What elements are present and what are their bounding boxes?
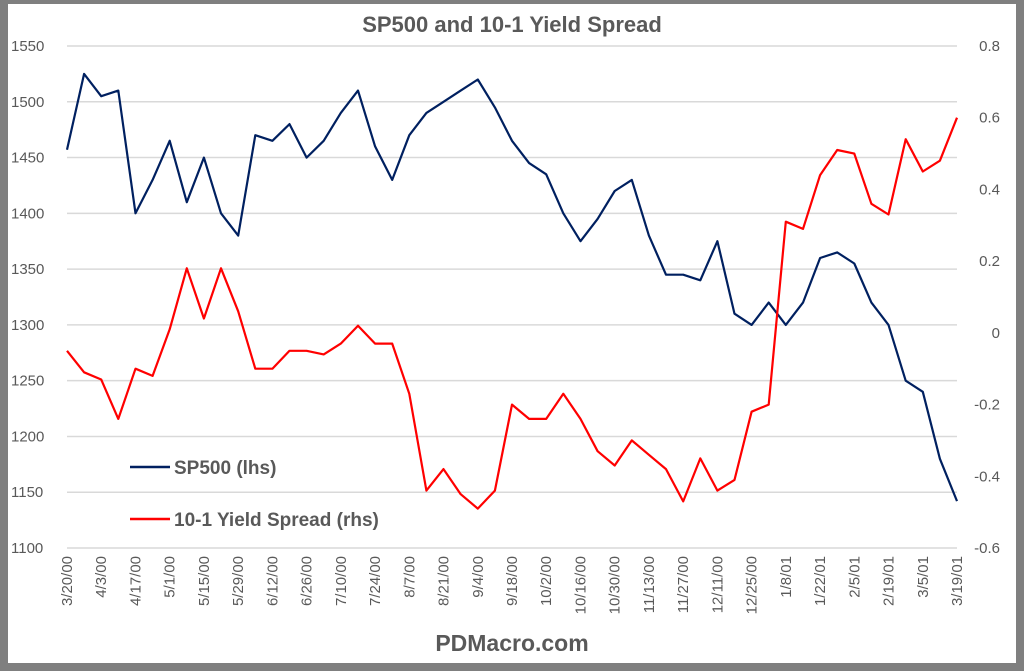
x-tick-label: 11/13/00 <box>641 556 658 613</box>
y-left-tick-label: 1550 <box>11 38 44 55</box>
legend-label-yield-spread: 10-1 Yield Spread (rhs) <box>174 510 379 531</box>
x-tick-label: 12/11/00 <box>709 556 726 613</box>
y-right-tick-label: 0.2 <box>979 253 1000 270</box>
x-tick-label: 3/5/01 <box>915 556 932 598</box>
y-axis-right: -0.6 -0.4 -0.2 0 0.2 0.4 0.6 0.8 <box>974 38 1000 557</box>
x-tick-label: 6/12/00 <box>264 556 281 606</box>
y-axis-left: 1100 1150 1200 1250 1300 1350 1400 1450 1500 1550 <box>11 38 44 557</box>
y-left-tick-label: 1300 <box>11 317 44 334</box>
y-left-tick-label: 1150 <box>11 484 43 501</box>
y-left-tick-label: 1500 <box>11 94 44 111</box>
x-tick-label: 5/15/00 <box>196 556 213 606</box>
y-right-tick-label: 0.4 <box>979 181 1000 198</box>
y-right-tick-label: 0 <box>992 325 1000 342</box>
sp500-line <box>65 72 959 502</box>
x-tick-label: 6/26/00 <box>299 556 316 606</box>
y-right-tick-label: 0.8 <box>979 38 1000 55</box>
x-tick-label: 8/7/00 <box>401 556 418 598</box>
chart-title: SP500 and 10-1 Yield Spread <box>362 12 662 37</box>
x-tick-label: 10/2/00 <box>538 556 555 606</box>
y-right-tick-label: -0.4 <box>974 468 1000 485</box>
x-axis: 3/20/00 4/3/00 4/17/00 5/1/00 5/15/00 5/29/00… <box>59 556 966 614</box>
x-tick-label: 5/1/00 <box>162 556 179 598</box>
series-lines <box>65 72 959 510</box>
x-tick-label: 1/8/01 <box>778 556 795 598</box>
x-tick-label: 8/21/00 <box>436 556 453 606</box>
y-left-tick-label: 1250 <box>11 373 44 390</box>
x-tick-label: 7/24/00 <box>367 556 384 606</box>
x-tick-label: 4/3/00 <box>93 556 110 598</box>
y-left-tick-label: 1350 <box>11 261 44 278</box>
footer-source: PDMacro.com <box>435 630 588 656</box>
y-left-tick-label: 1100 <box>11 540 43 557</box>
x-tick-label: 5/29/00 <box>230 556 247 606</box>
gridlines <box>67 45 957 549</box>
x-tick-label: 11/27/00 <box>675 556 692 613</box>
x-tick-label: 4/17/00 <box>127 556 144 606</box>
x-tick-label: 2/5/01 <box>846 556 863 598</box>
yield-spread-line <box>66 117 959 510</box>
x-tick-label: 10/16/00 <box>572 556 589 614</box>
legend: SP500 (lhs) 10-1 Yield Spread (rhs) <box>130 458 379 531</box>
y-right-tick-label: 0.6 <box>979 110 1000 127</box>
x-tick-label: 12/25/00 <box>744 556 761 614</box>
legend-label-sp500: SP500 (lhs) <box>174 458 276 479</box>
x-tick-label: 9/18/00 <box>504 556 521 606</box>
x-tick-label: 3/19/01 <box>949 556 966 606</box>
x-tick-label: 1/22/01 <box>812 556 829 606</box>
x-tick-label: 2/19/01 <box>881 556 898 606</box>
x-tick-label: 3/20/00 <box>59 556 76 606</box>
y-left-tick-label: 1200 <box>11 428 44 445</box>
y-left-tick-label: 1450 <box>11 150 44 167</box>
y-left-tick-label: 1400 <box>11 205 44 222</box>
y-right-tick-label: -0.6 <box>974 540 1000 557</box>
y-right-tick-label: -0.2 <box>974 397 1000 414</box>
x-tick-label: 9/4/00 <box>470 556 487 598</box>
x-tick-label: 7/10/00 <box>333 556 350 606</box>
x-tick-label: 10/30/00 <box>607 556 624 614</box>
